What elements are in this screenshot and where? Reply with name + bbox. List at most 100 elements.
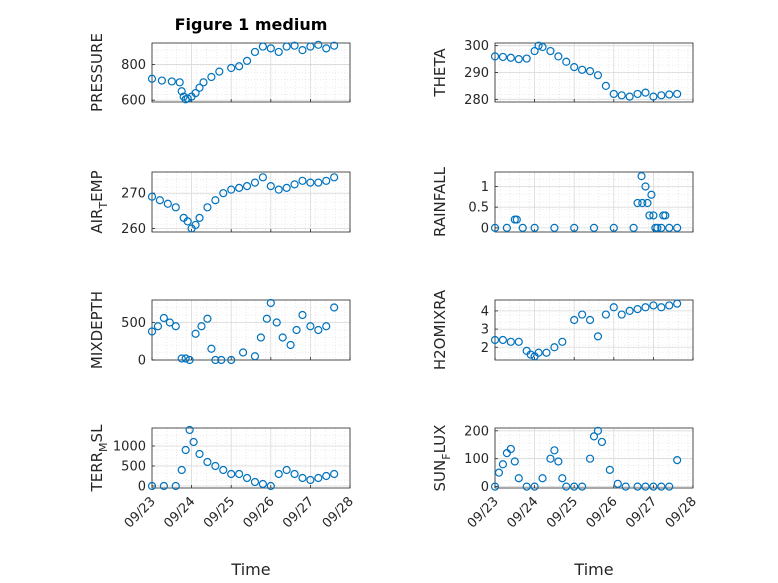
data-point [498,52,508,62]
x-tick-label: 09/28 [663,494,700,531]
axes-box [494,171,694,233]
data-point [589,432,599,441]
x-axis-label-right: Time [573,560,613,579]
data-point [625,306,634,316]
data-point [570,482,579,491]
subplot-terr-msl: 0 500 1000 09/23 09/24 09/25 09/26 09/27 09/28 TE… [88,424,357,531]
data-point [550,446,559,455]
data-point [238,348,248,357]
data-point [272,318,281,327]
data-point [665,223,674,232]
data-point [526,350,535,359]
subplot-sun-flux: 0 100 200 09/23 09/24 09/25 09/26 09/27 09/28 SUN… [431,424,700,531]
data-point [278,333,287,342]
data-point [181,445,190,455]
y-tick-label: 300 [464,39,489,54]
data-point [298,176,307,185]
axes-box [494,299,694,361]
x-axis-label-left: Time [230,560,270,579]
data-point [665,90,674,99]
data-point [510,457,519,466]
y-tick-label: 0 [138,480,146,495]
data-point [227,469,236,479]
data-point [585,454,595,463]
data-point [298,46,307,55]
data-point [171,322,180,331]
y-axis-label: PRESSURE [88,33,106,112]
data-point [147,481,157,491]
data-point [258,173,267,182]
data-point [292,325,301,335]
y-tick-label: 280 [464,93,489,108]
data-point [211,461,220,471]
data-point [633,482,642,491]
y-axis-label: TERRMSL [88,424,110,493]
data-point [673,223,682,232]
data-point [322,176,331,185]
data-point [657,482,666,491]
data-point [203,457,212,467]
data-point [185,425,194,435]
x-tick-label: 09/26 [584,494,621,531]
data-point [609,303,618,312]
data-point [159,313,168,323]
data-point [175,78,184,87]
data-point [498,335,508,345]
data-point [578,310,587,319]
data-point [570,223,579,232]
data-point [534,41,543,50]
data-point [562,57,571,66]
data-point [266,182,275,191]
data-point [147,327,157,336]
data-point [570,315,579,325]
data-point [314,178,323,187]
data-point [235,469,244,479]
data-point [258,479,267,489]
data-point [617,91,626,100]
data-point [570,63,579,72]
data-point [673,455,682,465]
data-point [633,198,642,208]
data-point [546,454,555,463]
data-point [282,183,291,192]
data-point [633,304,642,314]
data-point [649,301,658,310]
data-point [550,223,559,232]
x-tick-label: 09/25 [544,494,581,531]
axes-box [151,42,351,103]
data-point [314,473,323,483]
data-point [613,479,622,488]
data-point [171,203,180,212]
data-point [195,83,204,92]
data-point [282,465,291,475]
data-point [290,469,299,479]
data-point [530,46,539,56]
data-point [298,310,307,320]
data-point [183,217,192,226]
data-point [490,482,500,491]
data-point [522,54,531,63]
data-point [514,474,523,483]
data-point [298,473,307,483]
data-point [643,198,652,208]
data-point [282,42,291,51]
data-point [649,211,658,220]
data-point [490,223,500,232]
data-point [217,355,226,365]
data-point [189,437,198,447]
data-point [661,211,670,220]
data-point [645,211,654,220]
data-point [197,322,206,331]
data-point [593,71,603,80]
x-tick-label: 09/24 [504,494,541,531]
y-axis-label: THETA [431,48,449,98]
y-tick-label: 800 [121,58,146,73]
data-point [490,335,500,345]
subplot-h2omixra: 2 3 4 H2OMIXRA [431,289,694,370]
y-tick-label: 200 [464,424,489,439]
data-point [558,337,567,346]
data-point [195,449,204,459]
y-tick-label: 2 [481,341,489,356]
data-point [494,468,504,477]
data-point [522,482,531,491]
